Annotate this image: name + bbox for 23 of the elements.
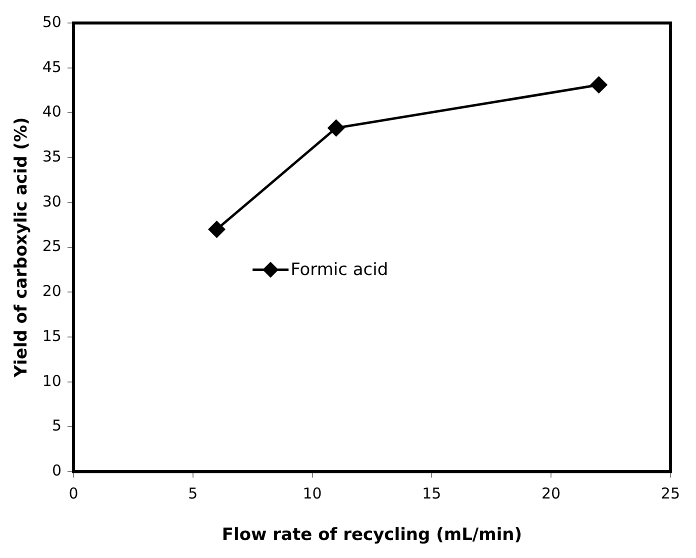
- y-tick-label: 20: [42, 282, 62, 300]
- y-tick-label: 15: [42, 326, 62, 345]
- x-tick-label: 15: [422, 484, 442, 502]
- x-tick-label: 10: [302, 484, 322, 502]
- point: [590, 76, 608, 94]
- x-tick-label: 0: [68, 484, 78, 502]
- y-tick-label: 45: [42, 58, 62, 76]
- x-tick-label: 5: [188, 484, 198, 502]
- y-tick-label: 0: [52, 461, 62, 480]
- x-tick-label: 20: [542, 484, 561, 502]
- y-tick-label: 35: [42, 147, 62, 166]
- y-axis-title: Yield of carboxylic acid (%): [12, 117, 32, 378]
- y-tick-label: 25: [42, 237, 62, 256]
- x-axis-title: Flow rate of recycling (mL/min): [222, 525, 522, 546]
- y-tick-label: 10: [42, 372, 62, 390]
- y-tick-label: 30: [42, 192, 62, 210]
- y-tick-label: 50: [42, 12, 62, 31]
- y-tick-label: 5: [52, 416, 62, 435]
- x-tick-label: 25: [660, 484, 680, 502]
- point: [328, 120, 344, 136]
- y-tick-label: 40: [42, 102, 62, 121]
- point: [208, 221, 226, 238]
- legend-label: Formic acid: [290, 260, 388, 280]
